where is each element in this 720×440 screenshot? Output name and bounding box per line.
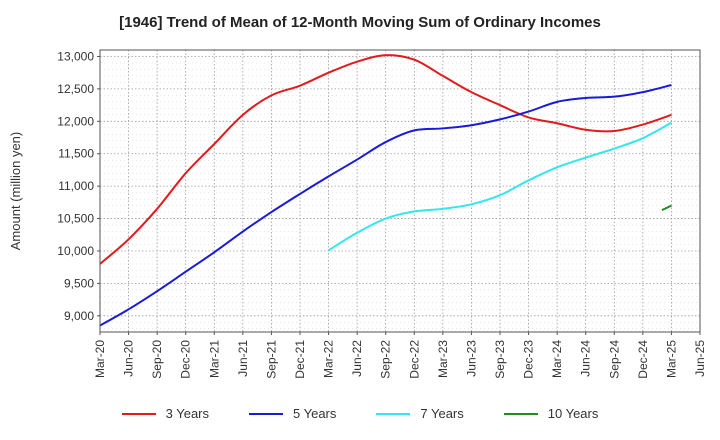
x-tick-label: Mar-21 [207,340,221,378]
y-tick-label: 10,000 [57,244,94,258]
x-tick-label: Mar-24 [550,340,564,378]
legend-label-7-years: 7 Years [420,406,464,421]
x-tick-label: Mar-25 [664,340,678,378]
x-tick-label: Jun-24 [579,340,593,377]
y-tick-label: 9,500 [64,276,94,290]
x-tick-labels: Mar-20 Jun-20 Sep-20 Dec-20 Mar-21 Jun-21 Sep-… [93,332,707,379]
legend-item-5-years: 5 Years [249,406,336,421]
x-tick-label: Jun-23 [464,340,478,377]
x-tick-label: Sep-21 [264,340,278,379]
y-tick-label: 12,500 [57,82,94,96]
x-tick-label: Mar-22 [322,340,336,378]
x-tick-label: Jun-21 [236,340,250,377]
legend-label-5-years: 5 Years [293,406,337,421]
y-tick-label: 11,500 [58,147,94,161]
series-line-3-years [99,54,672,265]
y-tick-label: 10,500 [57,212,94,226]
x-tick-label: Sep-22 [379,340,393,379]
series-line-7-years [328,121,672,252]
legend: 3 Years 5 Years 7 Years 10 Years [0,406,720,421]
y-tick-labels: 9,000 9,500 10,000 10,500 11,000 11,500 12,000… [57,49,100,323]
x-tick-label: Jun-25 [693,340,707,377]
legend-swatch-10-years [503,412,538,415]
x-tick-label: Jun-22 [350,340,364,377]
x-tick-label: Dec-22 [407,340,421,379]
legend-swatch-7-years [376,412,411,415]
y-tick-label: 12,000 [57,114,94,128]
series-line-10-years [661,204,672,212]
x-tick-label: Dec-20 [179,340,193,379]
x-tick-label: Dec-23 [522,340,536,379]
y-tick-label: 9,000 [64,309,94,323]
legend-item-10-years: 10 Years [503,406,599,421]
legend-swatch-3-years [121,412,156,415]
x-tick-label: Dec-21 [293,340,307,379]
legend-item-3-years: 3 Years [121,406,209,421]
grid-layer [99,50,701,332]
x-tick-label: Jun-20 [122,340,136,377]
legend-item-7-years: 7 Years [376,406,464,421]
x-tick-label: Dec-24 [636,340,650,379]
x-tick-label: Sep-24 [607,340,621,379]
x-tick-label: Mar-20 [93,340,107,378]
y-axis-title: Amount (million yen) [8,132,23,251]
chart-title: [1946] Trend of Mean of 12-Month Moving … [119,14,601,31]
legend-label-3-years: 3 Years [165,406,209,421]
y-tick-label: 13,000 [57,49,94,63]
legend-label-10-years: 10 Years [547,406,599,421]
x-tick-label: Sep-20 [150,340,164,379]
legend-swatch-5-years [249,412,283,415]
plot-frame [99,49,701,333]
series-layer [99,54,672,327]
x-tick-label: Mar-23 [436,340,450,378]
y-tick-label: 11,000 [58,179,94,193]
x-tick-label: Sep-23 [493,340,507,379]
series-line-5-years [99,84,672,327]
